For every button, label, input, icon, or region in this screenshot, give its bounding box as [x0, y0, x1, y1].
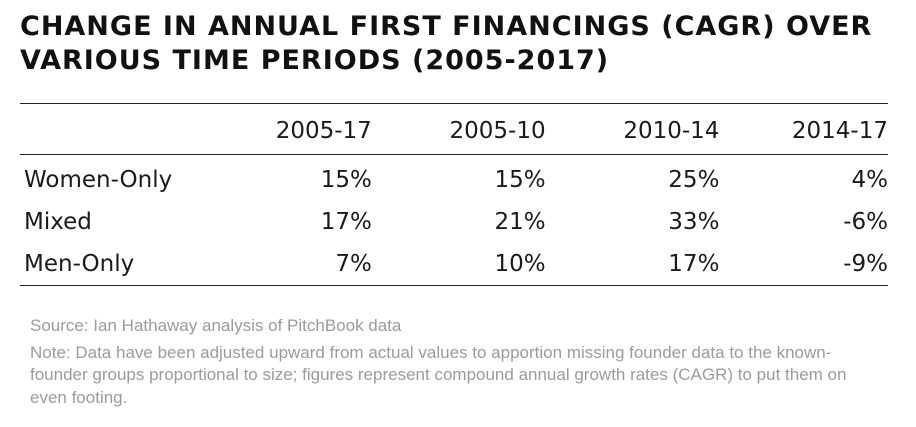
- table-cell: -9%: [843, 251, 888, 277]
- row-label: Men-Only: [24, 251, 135, 277]
- table-cell: 33%: [668, 209, 720, 235]
- table-cell: 17%: [320, 209, 372, 235]
- cagr-table: 2005-17 2005-10 2010-14 2014-17 Women-On…: [20, 103, 888, 286]
- table-cell: 15%: [494, 167, 546, 193]
- table-cell: 4%: [851, 167, 889, 193]
- page-title: Change in Annual First Financings (CAGR)…: [20, 11, 873, 76]
- column-header-2005-10: 2005-10: [449, 118, 546, 144]
- table-row: Men-Only 7% 10% 17% -9%: [20, 243, 888, 285]
- footnotes: Source: Ian Hathaway analysis of PitchBo…: [30, 315, 850, 413]
- table-cell: 25%: [668, 167, 720, 193]
- row-label: Women-Only: [24, 167, 173, 193]
- column-header-2010-14: 2010-14: [623, 118, 720, 144]
- column-header-2005-17: 2005-17: [275, 118, 372, 144]
- table-row: Mixed 17% 21% 33% -6%: [20, 201, 888, 243]
- methodology-note: Note: Data have been adjusted upward fro…: [30, 342, 847, 407]
- table-row: Women-Only 15% 15% 25% 4%: [20, 155, 888, 202]
- source-note: Source: Ian Hathaway analysis of PitchBo…: [30, 316, 402, 335]
- table-cell: 7%: [335, 251, 372, 277]
- table-cell: -6%: [843, 209, 888, 235]
- table-cell: 15%: [320, 167, 372, 193]
- table-cell: 21%: [494, 209, 546, 235]
- table-cell: 10%: [494, 251, 546, 277]
- row-label: Mixed: [24, 209, 92, 235]
- column-header-2014-17: 2014-17: [791, 118, 888, 144]
- column-header-category: [20, 104, 235, 155]
- table-header-row: 2005-17 2005-10 2010-14 2014-17: [20, 104, 888, 155]
- table-cell: 17%: [668, 251, 720, 277]
